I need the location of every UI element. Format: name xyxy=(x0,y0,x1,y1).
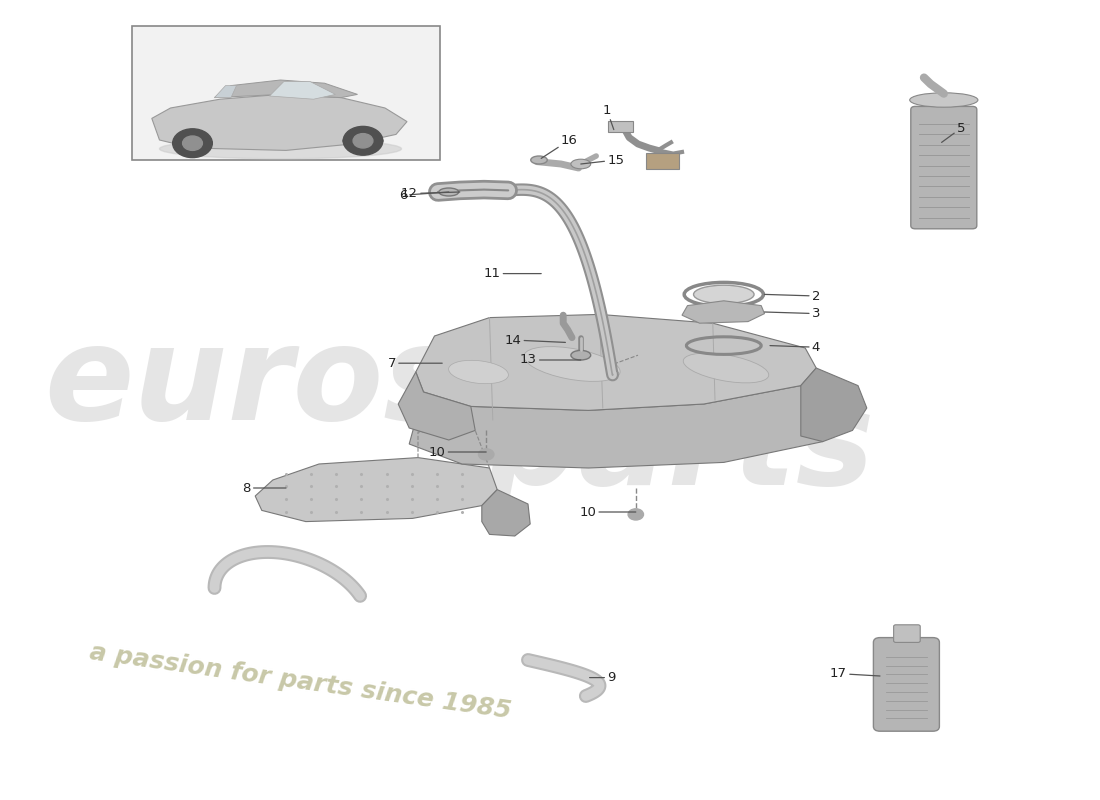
Ellipse shape xyxy=(683,353,769,383)
Text: 13: 13 xyxy=(520,354,581,366)
Text: 8: 8 xyxy=(242,482,286,494)
Ellipse shape xyxy=(343,135,383,146)
Ellipse shape xyxy=(173,138,212,149)
Circle shape xyxy=(628,509,643,520)
Circle shape xyxy=(343,126,383,155)
Polygon shape xyxy=(482,490,530,536)
Polygon shape xyxy=(416,314,816,410)
Circle shape xyxy=(478,449,494,460)
Text: 6: 6 xyxy=(398,189,449,202)
Text: 9: 9 xyxy=(590,671,616,684)
Polygon shape xyxy=(270,82,336,99)
Ellipse shape xyxy=(571,159,591,169)
Text: 4: 4 xyxy=(770,341,821,354)
Text: 10: 10 xyxy=(429,446,486,458)
Polygon shape xyxy=(255,458,497,522)
Text: 7: 7 xyxy=(387,357,442,370)
FancyBboxPatch shape xyxy=(646,153,679,169)
Ellipse shape xyxy=(571,350,591,360)
Polygon shape xyxy=(682,301,764,323)
Polygon shape xyxy=(214,86,236,98)
Polygon shape xyxy=(801,368,867,442)
FancyBboxPatch shape xyxy=(873,638,939,731)
Polygon shape xyxy=(152,94,407,150)
Circle shape xyxy=(183,136,202,150)
Ellipse shape xyxy=(694,285,755,303)
Polygon shape xyxy=(214,80,358,98)
Text: 1: 1 xyxy=(603,104,614,130)
Text: 17: 17 xyxy=(830,667,880,680)
Ellipse shape xyxy=(449,360,508,384)
Ellipse shape xyxy=(439,188,459,196)
Text: parts: parts xyxy=(484,385,874,511)
Text: 10: 10 xyxy=(580,506,636,518)
FancyBboxPatch shape xyxy=(893,625,921,642)
Bar xyxy=(132,26,440,160)
Polygon shape xyxy=(398,372,475,440)
FancyBboxPatch shape xyxy=(608,121,632,132)
Ellipse shape xyxy=(910,93,978,107)
Text: 12: 12 xyxy=(402,187,460,200)
FancyBboxPatch shape xyxy=(911,106,977,229)
Text: euros: euros xyxy=(44,321,462,447)
Circle shape xyxy=(173,129,212,158)
Circle shape xyxy=(353,134,373,148)
Polygon shape xyxy=(409,386,823,468)
Text: 5: 5 xyxy=(942,122,966,142)
Text: 2: 2 xyxy=(764,290,821,302)
Text: 16: 16 xyxy=(541,134,578,158)
Text: 14: 14 xyxy=(505,334,565,346)
Ellipse shape xyxy=(524,346,620,382)
Ellipse shape xyxy=(530,156,548,164)
Text: a passion for parts since 1985: a passion for parts since 1985 xyxy=(88,640,513,723)
Ellipse shape xyxy=(160,139,402,159)
Text: 11: 11 xyxy=(484,267,541,280)
Text: 15: 15 xyxy=(581,154,624,166)
Text: 3: 3 xyxy=(764,307,821,320)
